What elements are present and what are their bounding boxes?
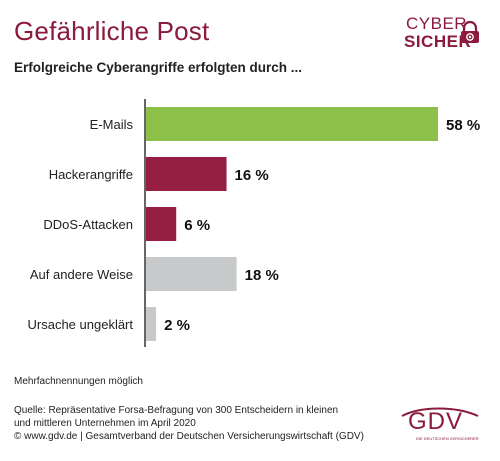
cyber-sicher-logo: CYBER SICHER xyxy=(398,14,484,62)
gdv-logo-tagline: DIE DEUTSCHEN VERSICHERER xyxy=(416,436,479,441)
category-label-3: Auf andere Weise xyxy=(30,267,133,282)
value-label-3: 18 % xyxy=(245,267,279,284)
lock-at-icon xyxy=(461,20,479,43)
bars-group: E-Mails 58 % Hackerangriffe 16 % DDoS-Attack… xyxy=(28,107,480,341)
category-label-1: Hackerangriffe xyxy=(49,167,133,182)
source-text: Quelle: Repräsentative Forsa-Befragung v… xyxy=(14,404,374,443)
chart-title: Gefährliche Post xyxy=(14,16,210,46)
logo-sicher-text: SICHER xyxy=(404,32,472,51)
category-label-2: DDoS-Attacken xyxy=(43,217,133,232)
gdv-logo-text: GDV xyxy=(408,408,464,435)
value-label-0: 58 % xyxy=(446,117,480,134)
bar-2 xyxy=(146,207,177,241)
logo-cyber-text: CYBER xyxy=(406,14,468,33)
bar-4 xyxy=(146,307,157,341)
source-line-1: Quelle: Repräsentative Forsa-Befragung v… xyxy=(14,405,339,416)
source-line-2: und mittleren Unternehmen im April 2020 xyxy=(14,418,196,429)
chart-subtitle: Erfolgreiche Cyberangriffe erfolgten dur… xyxy=(14,60,303,75)
bar-3 xyxy=(146,257,237,291)
footnote: Mehrfachnennungen möglich xyxy=(14,376,143,387)
gdv-swoosh-icon xyxy=(401,407,479,417)
gdv-logo: GDV DIE DEUTSCHEN VERSICHERER xyxy=(396,404,482,444)
category-label-4: Ursache ungeklärt xyxy=(28,317,134,332)
category-label-0: E-Mails xyxy=(90,117,134,132)
value-label-1: 16 % xyxy=(235,167,269,184)
bar-1 xyxy=(146,157,227,191)
bar-0 xyxy=(146,107,438,141)
value-label-2: 6 % xyxy=(184,217,210,234)
bar-chart: E-Mails 58 % Hackerangriffe 16 % DDoS-Attack… xyxy=(28,99,480,347)
copyright-line: © www.gdv.de | Gesamtverband der Deutsch… xyxy=(14,431,364,442)
value-label-4: 2 % xyxy=(164,317,190,334)
